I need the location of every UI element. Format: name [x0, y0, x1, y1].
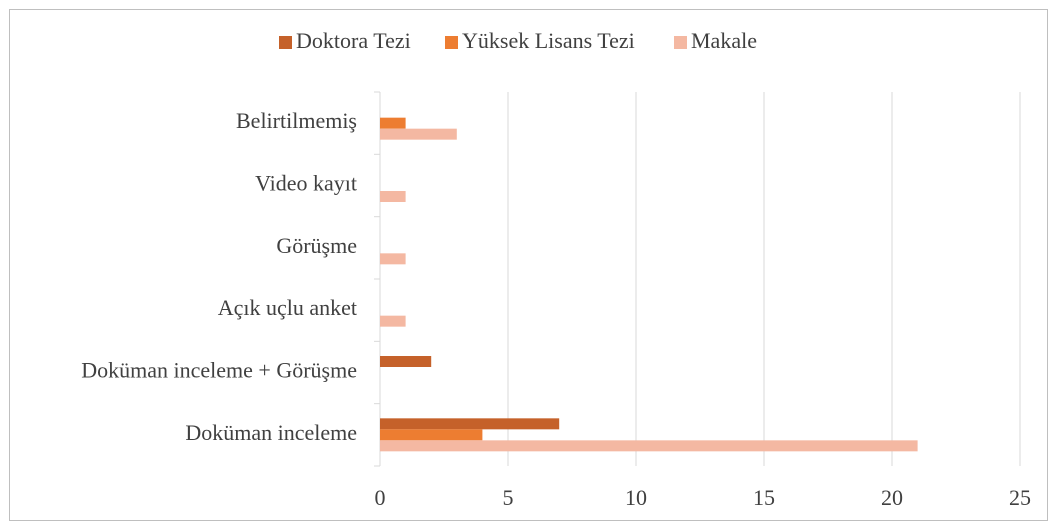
- y-tick-label: Video kayıt: [255, 171, 357, 196]
- x-tick-label: 15: [753, 485, 775, 510]
- bar: [380, 418, 560, 430]
- bar: [380, 440, 918, 452]
- legend-swatch: [674, 36, 687, 49]
- bar: [380, 315, 406, 327]
- bar: [380, 356, 432, 367]
- x-tick-label: 20: [881, 485, 903, 510]
- y-tick-label: Belirtilmemiş: [236, 108, 357, 133]
- bar: [380, 117, 406, 129]
- y-tick-label: Doküman inceleme: [185, 420, 357, 445]
- bar: [380, 429, 483, 441]
- y-tick-label: Açık uçlu anket: [218, 295, 357, 320]
- x-tick-label: 25: [1009, 485, 1031, 510]
- bar: [380, 253, 406, 265]
- legend-label: Yüksek Lisans Tezi: [462, 28, 635, 53]
- legend-swatch: [279, 36, 292, 49]
- x-tick-label: 0: [375, 485, 386, 510]
- chart-border: [9, 9, 1048, 521]
- y-tick-label: Görüşme: [276, 233, 357, 258]
- y-tick-label: Doküman inceleme + Görüşme: [81, 358, 357, 383]
- legend-swatch: [445, 36, 458, 49]
- x-tick-label: 10: [625, 485, 647, 510]
- x-tick-label: 5: [503, 485, 514, 510]
- legend-label: Doktora Tezi: [296, 28, 411, 53]
- bar: [380, 128, 457, 140]
- bar: [380, 191, 406, 202]
- legend-label: Makale: [691, 28, 757, 53]
